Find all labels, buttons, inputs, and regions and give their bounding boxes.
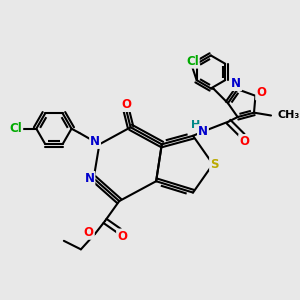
Text: O: O <box>239 135 249 148</box>
Text: N: N <box>84 172 94 185</box>
Text: N: N <box>231 77 241 90</box>
Text: O: O <box>117 230 127 242</box>
Text: Cl: Cl <box>10 122 22 135</box>
Text: H: H <box>191 120 200 130</box>
Text: S: S <box>210 158 219 171</box>
Text: N: N <box>90 135 100 148</box>
Text: O: O <box>84 226 94 239</box>
Text: N: N <box>198 125 208 138</box>
Text: Cl: Cl <box>186 55 199 68</box>
Text: O: O <box>121 98 131 111</box>
Text: CH₃: CH₃ <box>277 110 299 121</box>
Text: O: O <box>256 86 266 99</box>
